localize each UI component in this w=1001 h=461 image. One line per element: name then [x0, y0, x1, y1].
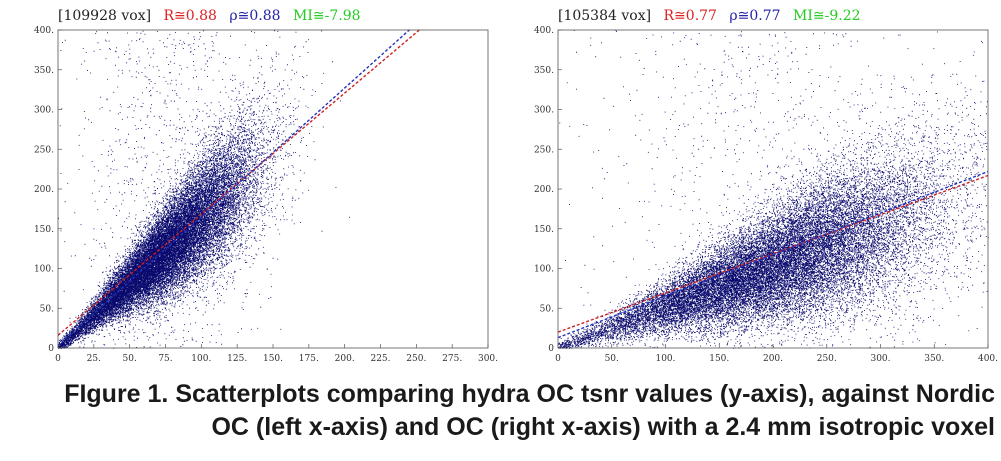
- right-y-tick-label: 250.: [534, 145, 554, 155]
- right-y-tick-label: 150.: [534, 225, 554, 235]
- left-x-tick-label: 225.: [370, 354, 390, 364]
- right-mi-value: MI≅-9.22: [793, 8, 861, 24]
- left-voxel-count: [109928 vox]: [58, 8, 151, 24]
- left-x-tick-label: 175.: [299, 354, 319, 364]
- right-x-tick-label: 350.: [924, 354, 944, 364]
- right-r-value: R≅0.77: [664, 8, 717, 24]
- right-x-tick-label: 250.: [817, 354, 837, 364]
- left-fit-line-red: [57, 0, 456, 336]
- right-x-tick-label: 0: [555, 354, 561, 364]
- left-x-tick-label: 200.: [335, 354, 355, 364]
- right-x-tick-label: 200.: [763, 354, 783, 364]
- right-x-tick-label: 50.: [605, 354, 619, 364]
- left-x-tick-label: 0: [55, 354, 61, 364]
- right-y-tick-label: 50.: [540, 304, 554, 314]
- left-y-tick-label: 300.: [34, 106, 54, 116]
- right-voxel-count: [105384 vox]: [558, 8, 651, 24]
- left-x-tick-label: 300.: [478, 354, 498, 364]
- left-y-tick-label: 200.: [34, 185, 54, 195]
- right-y-tick-label: 350.: [534, 66, 554, 76]
- left-x-tick-label: 75.: [158, 354, 172, 364]
- right-y-tick-label: 0: [548, 344, 554, 354]
- caption-line-2: OC (left x-axis) and OC (right x-axis) w…: [211, 413, 995, 441]
- right-y-tick-label: 200.: [534, 185, 554, 195]
- left-x-tick-label: 275.: [442, 354, 462, 364]
- right-fit-line-blue: [557, 170, 989, 339]
- left-scatter-points: [58, 30, 350, 349]
- right-scatterplot-svg: [105384 vox] R≅0.77 ρ≅0.77 MI≅-9.22 0 50.…: [506, 0, 1001, 364]
- left-scatterplot-svg: [109928 vox] R≅0.88 ρ≅0.88 MI≅-7.98 0 25.…: [0, 0, 500, 364]
- right-top-mask: [506, 0, 1001, 30]
- left-x-tick-label: 125.: [227, 354, 247, 364]
- left-y-tick-label: 250.: [34, 145, 54, 155]
- left-chart-header: [109928 vox] R≅0.88 ρ≅0.88 MI≅-7.98: [58, 8, 361, 24]
- caption-line-1: FIgure 1. Scatterplots comparing hydra O…: [64, 380, 995, 408]
- left-y-tick-label: 100.: [34, 265, 54, 275]
- right-plot-frame: [557, 29, 989, 349]
- right-x-tick-label: 400.: [978, 354, 998, 364]
- right-y-tick-label: 400.: [534, 26, 554, 36]
- right-scatterplot: [105384 vox] R≅0.77 ρ≅0.77 MI≅-9.22 0 50.…: [506, 0, 1001, 372]
- left-x-tick-label: 50.: [123, 354, 137, 364]
- left-rho-value: ρ≅0.88: [229, 8, 280, 24]
- left-y-tick-label: 350.: [34, 66, 54, 76]
- right-fit-line-red: [557, 174, 989, 333]
- left-x-tick-label: 150.: [263, 354, 283, 364]
- right-chart-header: [105384 vox] R≅0.77 ρ≅0.77 MI≅-9.22: [558, 8, 861, 24]
- right-scatter-points: [558, 30, 989, 349]
- right-y-tick-label: 300.: [534, 106, 554, 116]
- left-y-tick-label: 50.: [40, 304, 54, 314]
- left-y-tick-label: 150.: [34, 225, 54, 235]
- right-y-tick-label: 100.: [534, 265, 554, 275]
- left-x-tick-label: 25.: [87, 354, 101, 364]
- left-x-tick-label: 250.: [406, 354, 426, 364]
- left-r-value: R≅0.88: [164, 8, 217, 24]
- left-top-mask: [0, 0, 500, 30]
- figure-caption: FIgure 1. Scatterplots comparing hydra O…: [10, 378, 995, 444]
- right-x-tick-label: 100.: [655, 354, 675, 364]
- right-rho-value: ρ≅0.77: [729, 8, 780, 24]
- left-x-tick-label: 100.: [191, 354, 211, 364]
- left-scatterplot: [109928 vox] R≅0.88 ρ≅0.88 MI≅-7.98 0 25.…: [0, 0, 500, 372]
- right-x-tick-label: 150.: [709, 354, 729, 364]
- left-y-tick-label: 400.: [34, 26, 54, 36]
- left-mi-value: MI≅-7.98: [293, 8, 361, 24]
- left-y-tick-label: 0: [48, 344, 54, 354]
- right-x-tick-label: 300.: [870, 354, 890, 364]
